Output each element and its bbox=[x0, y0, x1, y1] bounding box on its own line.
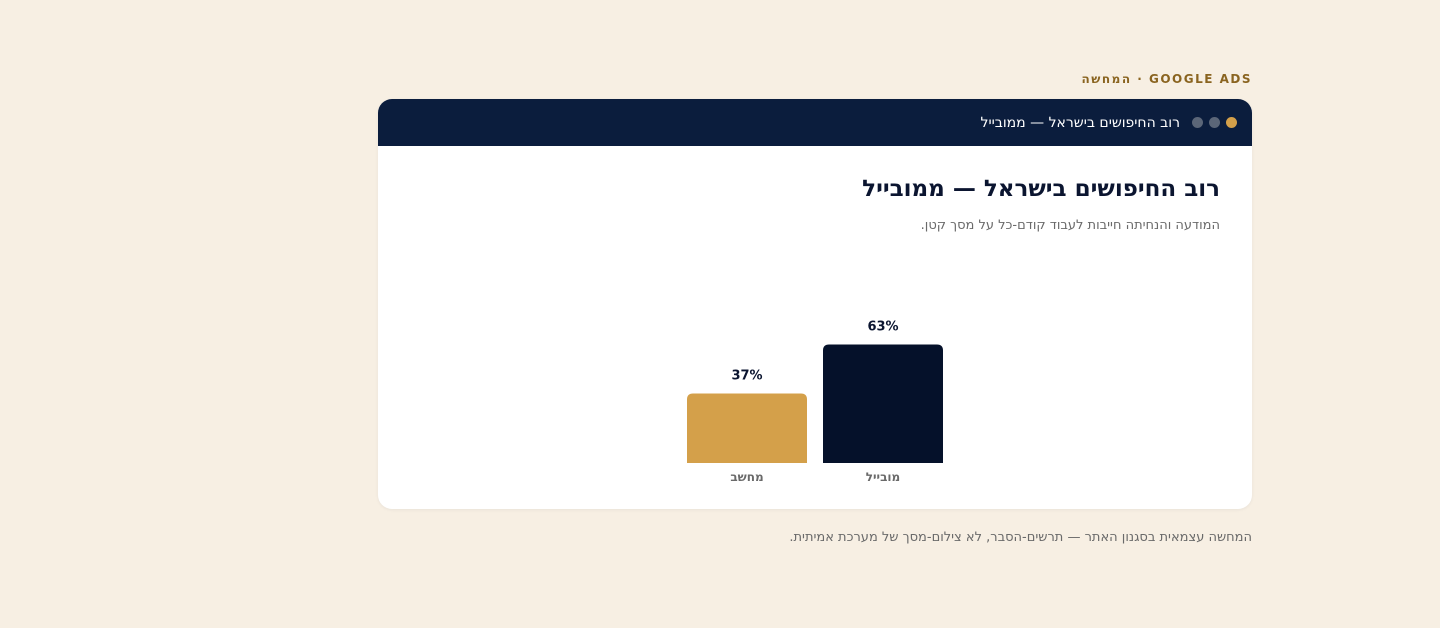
bar-desktop bbox=[687, 393, 807, 463]
window-title: רוב החיפושים בישראל — ממובייל bbox=[980, 114, 1180, 131]
chart-subtitle: המודעה והנחיתה חייבות לעבוד קודם-כל על מ… bbox=[920, 218, 1220, 233]
chart-title: רוב החיפושים בישראל — ממובייל bbox=[862, 176, 1220, 202]
category-label: מחשב bbox=[730, 470, 763, 484]
bar-chart: 63% מובייל 37% מחשב bbox=[687, 320, 943, 484]
chart-body: רוב החיפושים בישראל — ממובייל המודעה והנ… bbox=[378, 146, 1252, 509]
bar-value-label: 37% bbox=[731, 368, 762, 383]
footnote: המחשה עצמאית בסגנון האתר — תרשים-הסבר, ל… bbox=[789, 530, 1252, 545]
illustration-wrapper: GOOGLE ADS · המחשה רוב החיפושים בישראל —… bbox=[378, 70, 1252, 547]
window-dot-icon bbox=[1192, 117, 1203, 128]
chart-card: רוב החיפושים בישראל — ממובייל רוב החיפוש… bbox=[378, 99, 1252, 509]
window-titlebar: רוב החיפושים בישראל — ממובייל bbox=[378, 99, 1252, 146]
window-dot-icon bbox=[1209, 117, 1220, 128]
bar-mobile bbox=[823, 344, 943, 463]
category-label: מובייל bbox=[866, 470, 900, 484]
eyebrow-label: GOOGLE ADS · המחשה bbox=[1081, 72, 1252, 86]
window-dots bbox=[1192, 117, 1237, 128]
window-dot-icon bbox=[1226, 117, 1237, 128]
bar-value-label: 63% bbox=[867, 320, 898, 335]
